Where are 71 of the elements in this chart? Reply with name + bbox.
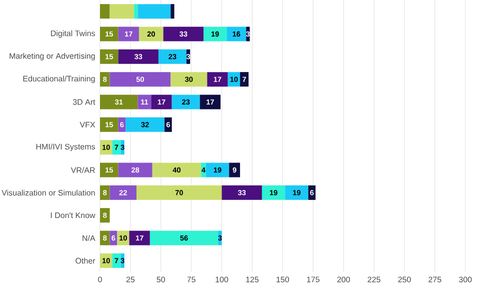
- bar: [150, 230, 218, 246]
- bar: [138, 26, 164, 42]
- bar: [246, 26, 250, 42]
- bar: [204, 26, 227, 42]
- bar: [110, 4, 134, 19]
- bar: [118, 162, 152, 178]
- bar: [110, 72, 171, 87]
- y-tick-label: HMI/IVI Systems: [36, 144, 96, 152]
- x-tick-label: 150: [276, 276, 290, 282]
- x-tick-label: 300: [458, 276, 472, 282]
- x-tick-label: 125: [246, 276, 259, 282]
- bar: [152, 162, 202, 178]
- bar: [218, 230, 222, 246]
- bar: [118, 49, 158, 64]
- bar: [110, 185, 137, 200]
- bar: [136, 185, 222, 200]
- y-tick-label: N/A: [82, 235, 96, 241]
- bar: [138, 94, 152, 110]
- bar: [172, 94, 200, 110]
- bar: [100, 49, 118, 64]
- x-tick-label: 275: [428, 276, 442, 282]
- bar: [100, 94, 138, 110]
- bar: [163, 26, 204, 42]
- bar: [200, 94, 221, 110]
- bar: [206, 162, 230, 178]
- y-tick-label: Educational/Training: [23, 76, 95, 84]
- y-tick-label: 3D Art: [72, 99, 96, 105]
- bar: [240, 72, 249, 87]
- bar: [207, 72, 228, 87]
- bar: [118, 26, 139, 42]
- bar: [164, 117, 172, 132]
- bar: [308, 185, 316, 200]
- x-tick-label: 250: [398, 276, 411, 282]
- y-tick-label: Digital Twins: [51, 30, 96, 38]
- bar: [112, 253, 121, 268]
- x-tick-label: 0: [98, 276, 102, 282]
- bar: [222, 185, 262, 200]
- x-tick-label: 50: [156, 276, 166, 282]
- bar: [229, 162, 240, 178]
- bar: [112, 140, 121, 155]
- bar: [100, 26, 118, 42]
- y-tick-label: VR/AR: [70, 167, 95, 173]
- x-tick-label: 225: [368, 276, 380, 282]
- bar: [100, 162, 118, 178]
- bar: [100, 230, 110, 246]
- bar: [226, 26, 246, 42]
- y-tick-label: Marketing or Advertising: [10, 52, 95, 60]
- bar: [120, 253, 124, 268]
- bar: [170, 4, 174, 19]
- y-tick-label: Other: [76, 258, 96, 264]
- bar: [285, 185, 308, 200]
- bar: [134, 4, 138, 19]
- bar: [110, 230, 118, 246]
- bar: [100, 117, 118, 132]
- bar: [100, 4, 110, 19]
- y-tick-label: VFX: [80, 122, 96, 128]
- bar: [120, 140, 124, 155]
- x-tick-label: 175: [307, 276, 320, 282]
- x-tick-label: 100: [216, 276, 228, 282]
- bar: [262, 185, 286, 200]
- bar: [151, 94, 172, 110]
- bar: [138, 4, 171, 19]
- x-tick-label: 25: [126, 276, 135, 282]
- bar: [158, 49, 186, 64]
- y-tick-label: I Don't Know: [50, 212, 96, 218]
- x-tick-label: 75: [187, 276, 196, 282]
- bar: [129, 230, 150, 246]
- x-tick-label: 200: [337, 276, 350, 282]
- y-tick-label: Visualization or Simulation: [2, 190, 95, 196]
- bar: [170, 72, 208, 87]
- bar: [126, 117, 165, 132]
